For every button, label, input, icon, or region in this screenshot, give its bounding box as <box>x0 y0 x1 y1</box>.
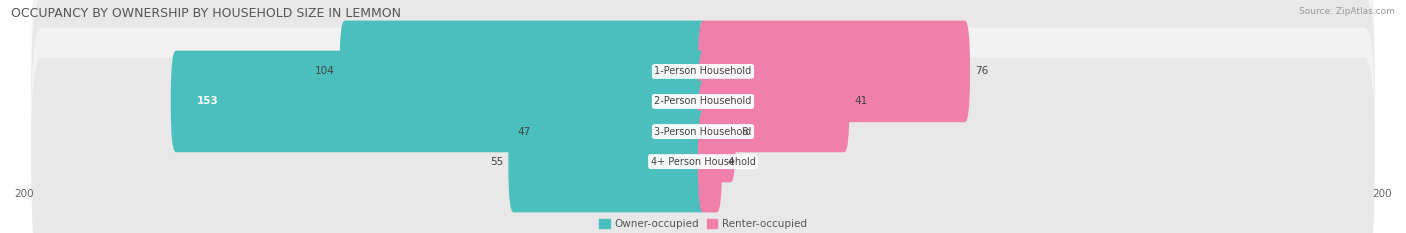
FancyBboxPatch shape <box>31 0 1375 206</box>
FancyBboxPatch shape <box>697 21 970 122</box>
FancyBboxPatch shape <box>31 0 1375 175</box>
Text: 200: 200 <box>14 189 34 199</box>
FancyBboxPatch shape <box>697 111 721 212</box>
FancyBboxPatch shape <box>697 81 735 182</box>
FancyBboxPatch shape <box>340 21 709 122</box>
Text: 4: 4 <box>727 157 734 167</box>
Text: 104: 104 <box>315 66 335 76</box>
Text: 55: 55 <box>489 157 503 167</box>
Text: 200: 200 <box>1372 189 1392 199</box>
Text: 41: 41 <box>855 96 868 106</box>
Text: Source: ZipAtlas.com: Source: ZipAtlas.com <box>1299 7 1395 16</box>
Text: 4+ Person Household: 4+ Person Household <box>651 157 755 167</box>
FancyBboxPatch shape <box>509 111 709 212</box>
Text: 2-Person Household: 2-Person Household <box>654 96 752 106</box>
Text: 8: 8 <box>741 127 748 137</box>
Text: 76: 76 <box>976 66 988 76</box>
Text: 153: 153 <box>197 96 218 106</box>
Legend: Owner-occupied, Renter-occupied: Owner-occupied, Renter-occupied <box>595 215 811 233</box>
FancyBboxPatch shape <box>536 81 709 182</box>
FancyBboxPatch shape <box>170 51 709 152</box>
FancyBboxPatch shape <box>31 58 1375 233</box>
Text: 47: 47 <box>517 127 531 137</box>
Text: 1-Person Household: 1-Person Household <box>654 66 752 76</box>
FancyBboxPatch shape <box>31 27 1375 233</box>
Text: 3-Person Household: 3-Person Household <box>654 127 752 137</box>
Text: OCCUPANCY BY OWNERSHIP BY HOUSEHOLD SIZE IN LEMMON: OCCUPANCY BY OWNERSHIP BY HOUSEHOLD SIZE… <box>11 7 401 20</box>
FancyBboxPatch shape <box>697 51 849 152</box>
